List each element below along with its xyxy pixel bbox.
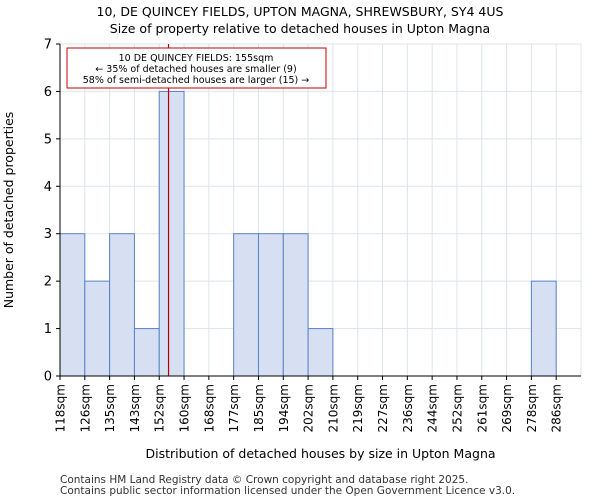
x-tick-label: 210sqm [326,384,340,432]
y-tick-label: 5 [44,132,52,147]
x-tick-label: 244sqm [426,384,440,432]
x-tick-label: 126sqm [78,384,92,432]
bar-152sqm [158,90,185,377]
x-tick-label: 261sqm [475,384,489,432]
x-tick-label: 177sqm [227,384,241,432]
bar-278sqm [530,280,557,377]
bar-185sqm [257,233,284,377]
x-tick-label: 286sqm [550,384,564,432]
y-tick-label: 3 [44,227,52,242]
bar-194sqm [282,233,309,377]
x-tick-label: 160sqm [178,384,192,432]
x-tick-label: 194sqm [277,384,291,432]
y-tick-label: 0 [44,370,52,385]
annotation-box: 10 DE QUINCEY FIELDS: 155sqm← 35% of det… [66,47,327,89]
y-tick-label: 6 [44,85,52,100]
bar-177sqm [233,233,259,377]
x-tick-label: 227sqm [376,384,390,432]
chart-title-line2: Size of property relative to detached ho… [109,21,491,36]
bar-135sqm [109,233,135,377]
x-axis-title: Distribution of detached houses by size … [145,446,495,461]
y-tick-label: 1 [44,322,52,337]
x-tick-label: 252sqm [450,384,464,432]
y-tick-label: 2 [44,275,52,290]
x-tick-label: 152sqm [153,384,167,432]
y-tick-label: 7 [44,38,52,53]
annotation-line-2: ← 35% of detached houses are smaller (9) [95,64,296,75]
y-axis-title: Number of detached properties [1,112,16,309]
chart-title-line1: 10, DE QUINCEY FIELDS, UPTON MAGNA, SHRE… [96,4,504,19]
x-tick-label: 135sqm [103,384,117,432]
y-tick-label: 4 [44,180,52,195]
footer-copyright: Contains HM Land Registry data © Crown c… [60,474,469,486]
x-tick-label: 143sqm [128,384,142,432]
x-tick-label: 219sqm [351,384,365,432]
annotation-line-3: 58% of semi-detached houses are larger (… [83,75,310,86]
bar-143sqm [133,328,160,377]
x-tick-label: 168sqm [202,384,216,432]
bar-118sqm [59,233,86,377]
bar-126sqm [84,280,111,377]
x-tick-label: 269sqm [500,384,514,432]
bar-202sqm [307,328,334,377]
x-tick-label: 202sqm [302,384,316,432]
footer-licence: Contains public sector information licen… [60,485,516,497]
x-tick-label: 185sqm [252,384,266,432]
annotation-line-1: 10 DE QUINCEY FIELDS: 155sqm [119,53,274,64]
x-tick-label: 118sqm [54,384,68,432]
axis-labels: 0 1 2 3 4 5 6 7 118sqm 126sqm 135sqm 143sqm 152sqm 16… [1,38,564,462]
annotation-box-frame [66,47,327,89]
x-tick-label: 236sqm [401,384,415,432]
grid-lines [60,43,582,376]
axes [56,43,581,380]
x-tick-label: 278sqm [525,384,539,432]
